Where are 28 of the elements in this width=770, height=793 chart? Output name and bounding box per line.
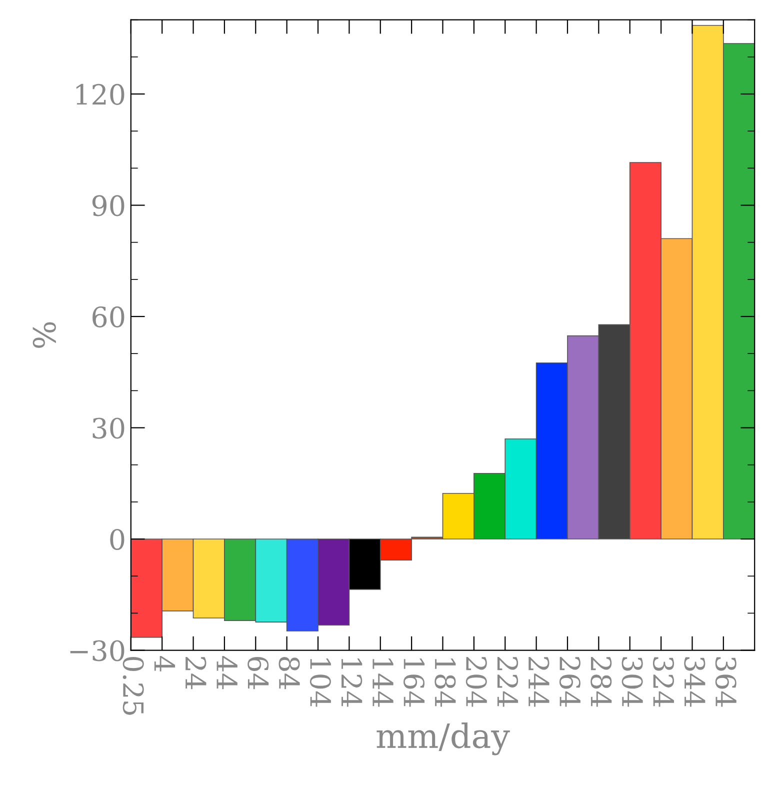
x-tick-label: 284 xyxy=(590,657,612,707)
x-tick-label: 0.25 xyxy=(122,656,144,715)
x-tick-label: 244 xyxy=(528,657,550,707)
x-tick-label: 204 xyxy=(466,657,487,707)
y-tick-label: −30 xyxy=(70,640,124,662)
x-tick-label: 24 xyxy=(186,657,206,690)
x-tick-label: 124 xyxy=(342,658,362,707)
x-tick-label: 324 xyxy=(652,657,674,707)
x-tick-label: 224 xyxy=(497,657,518,707)
x-tick-label: 44 xyxy=(216,656,238,690)
x-tick-label: 4 xyxy=(154,656,176,672)
y-tick-label: 120 xyxy=(76,84,124,105)
y-axis-title: % xyxy=(32,322,56,348)
x-tick-label: 344 xyxy=(684,657,706,707)
x-tick-label: 144 xyxy=(372,658,394,707)
y-tick-label: 90 xyxy=(92,195,124,216)
y-tick-label: 30 xyxy=(92,418,124,439)
x-tick-label: 364 xyxy=(715,657,736,707)
x-tick-label: 164 xyxy=(404,658,425,707)
x-tick-label: 64 xyxy=(248,656,269,690)
y-tick-label: 0 xyxy=(110,528,124,550)
x-tick-label: 304 xyxy=(622,657,643,707)
x-tick-label: 104 xyxy=(310,658,331,707)
x-tick-label: 264 xyxy=(559,657,580,707)
y-tick-label: 60 xyxy=(92,306,124,328)
x-tick-label: 84 xyxy=(278,656,300,690)
x-tick-label: 184 xyxy=(434,658,456,707)
x-axis-title: mm/day xyxy=(376,722,510,756)
